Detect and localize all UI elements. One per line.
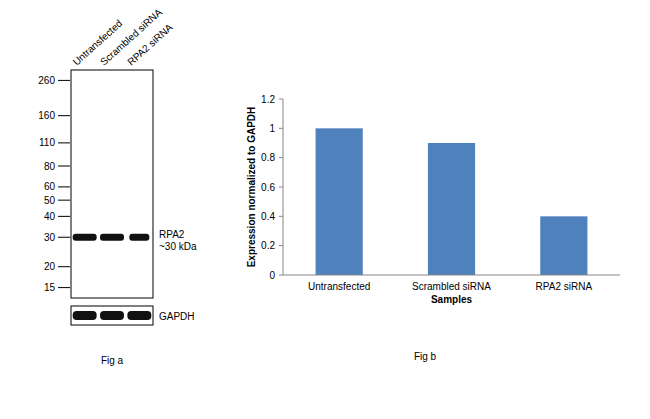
x-axis-label: Samples xyxy=(431,294,473,305)
marker-label: 60 xyxy=(44,181,56,192)
marker-tick xyxy=(58,80,70,81)
marker-label: 160 xyxy=(38,110,55,121)
marker-label: 15 xyxy=(44,282,56,293)
y-tick-label: 0.8 xyxy=(261,152,275,163)
band xyxy=(100,234,124,241)
background xyxy=(0,0,650,419)
marker-tick xyxy=(58,216,70,217)
marker-label: 30 xyxy=(44,232,56,243)
loading-band xyxy=(100,311,124,320)
bars xyxy=(316,128,588,275)
bar xyxy=(540,216,587,275)
loading-band xyxy=(127,311,151,320)
caption: Fig b xyxy=(414,351,437,362)
blot-frame xyxy=(71,70,153,298)
caption: Fig a xyxy=(101,355,124,366)
marker-label: 110 xyxy=(39,137,55,148)
band xyxy=(73,234,97,241)
marker-tick xyxy=(58,287,70,288)
band-label: RPA2 xyxy=(159,229,185,240)
y-tick xyxy=(279,245,283,246)
y-tick xyxy=(279,128,283,129)
marker-label: 20 xyxy=(44,261,56,272)
y-tick xyxy=(279,216,283,217)
marker-tick xyxy=(58,166,70,167)
y-tick-label: 1 xyxy=(269,123,275,134)
chart: 0 0.2 0.4 0.6 0.8 1 1.2 Untransfected Scrambled … xyxy=(246,94,620,363)
blot: 26016011080605040302015UntransfectedScra… xyxy=(38,6,197,366)
loading-label: GAPDH xyxy=(159,311,195,322)
y-tick xyxy=(279,99,283,100)
marker-tick xyxy=(58,200,70,201)
loading-band xyxy=(73,311,97,320)
y-tick-label: 0.4 xyxy=(261,211,275,222)
marker-tick xyxy=(58,266,70,267)
marker-label: 80 xyxy=(44,161,56,172)
x-tick-label: Untransfected xyxy=(308,281,370,292)
marker-label: 260 xyxy=(38,75,55,86)
y-tick xyxy=(279,157,283,158)
y-tick-label: 0 xyxy=(269,270,275,281)
y-tick-label: 0.2 xyxy=(261,240,275,251)
y-tick xyxy=(279,187,283,188)
marker-label: 50 xyxy=(44,195,56,206)
bar xyxy=(316,128,363,275)
bar xyxy=(428,143,475,275)
x-tick-label: Scrambled siRNA xyxy=(412,281,491,292)
marker-tick xyxy=(58,237,70,238)
marker-tick xyxy=(58,186,70,187)
y-axis xyxy=(283,99,284,275)
x-axis xyxy=(283,275,620,276)
y-tick xyxy=(279,275,283,276)
y-tick-label: 1.2 xyxy=(261,94,275,105)
figure: 260 160 110 80 60 50 40 30 20 15 Untransfected Scra… xyxy=(0,0,650,419)
lane-label: RPA2 siRNA xyxy=(125,21,175,67)
marker-tick xyxy=(58,142,70,143)
y-tick-label: 0.6 xyxy=(261,182,275,193)
marker-tick xyxy=(58,115,70,116)
marker-label: 40 xyxy=(44,211,56,222)
band xyxy=(129,234,149,241)
loading-frame xyxy=(71,306,153,325)
band-size-label: ~30 kDa xyxy=(159,241,197,252)
y-axis-label: Expression normalized to GAPDH xyxy=(246,107,257,268)
x-tick-label: RPA2 siRNA xyxy=(536,281,593,292)
